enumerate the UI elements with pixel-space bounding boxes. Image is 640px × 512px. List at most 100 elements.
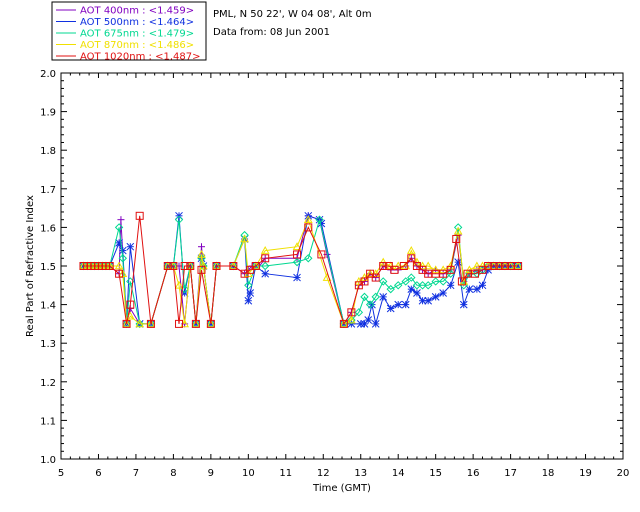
legend-box <box>51 1 207 61</box>
data-point <box>423 261 433 270</box>
data-point <box>114 261 124 270</box>
data-point <box>122 319 131 328</box>
legend-item: AOT 870nm : <1.486> <box>56 40 194 51</box>
data-point <box>115 269 124 278</box>
y-tick-label: 1.7 <box>40 185 56 196</box>
x-tick-label: 13 <box>354 468 367 479</box>
data-point <box>198 243 205 251</box>
data-point <box>175 319 184 328</box>
data-point <box>163 262 172 270</box>
data-point <box>356 320 365 328</box>
data-point <box>401 277 410 286</box>
legend-item: AOT 400nm : <1.459> <box>56 6 194 17</box>
series-2 <box>79 211 522 328</box>
data-point <box>251 261 261 270</box>
data-point <box>122 319 131 328</box>
data-point <box>180 262 189 270</box>
data-point <box>174 280 184 289</box>
data-point <box>260 261 270 271</box>
data-point <box>413 289 421 297</box>
x-tick-label: 18 <box>542 468 555 479</box>
data-point <box>371 273 380 282</box>
data-point <box>240 230 249 240</box>
data-point <box>169 262 178 270</box>
data-point <box>431 277 440 286</box>
data-point <box>424 296 433 305</box>
x-tick-label: 15 <box>429 468 442 479</box>
y-tick-label: 1.6 <box>40 223 56 234</box>
data-point <box>446 281 455 290</box>
data-point <box>495 262 504 270</box>
data-point <box>240 234 249 243</box>
data-point <box>365 300 375 309</box>
x-tick-label: 10 <box>242 468 255 479</box>
data-point <box>197 265 206 274</box>
data-point <box>261 254 270 263</box>
data-point <box>446 269 455 278</box>
series-line <box>83 218 519 326</box>
data-point <box>304 254 313 263</box>
data-point <box>135 319 145 328</box>
data-point <box>438 265 448 274</box>
data-point <box>105 262 114 270</box>
y-tick-label: 2.0 <box>40 69 56 80</box>
series-5 <box>79 211 523 328</box>
data-point <box>465 285 474 294</box>
data-point <box>407 285 416 294</box>
site-header: PML, N 50 22', W 04 08', Alt 0m <box>213 9 372 20</box>
data-point <box>423 281 433 290</box>
data-point <box>117 216 125 224</box>
data-point <box>457 277 466 286</box>
data-point <box>135 211 144 220</box>
y-tick-label: 1.8 <box>40 146 56 157</box>
data-point <box>304 223 313 232</box>
data-point <box>354 308 364 317</box>
y-tick-label: 1.3 <box>40 339 56 350</box>
data-point <box>500 262 509 270</box>
data-point <box>260 246 270 254</box>
data-point <box>401 300 410 309</box>
x-tick-label: 14 <box>392 468 405 479</box>
x-axis-label: Time (GMT) <box>312 483 371 494</box>
data-point <box>244 281 253 290</box>
data-point <box>379 293 388 301</box>
data-point <box>146 319 156 328</box>
y-tick-label: 1.2 <box>40 378 56 389</box>
data-point <box>365 269 375 278</box>
data-point <box>126 300 135 309</box>
data-point <box>439 289 448 297</box>
legend-label: AOT 870nm : <1.486> <box>80 40 194 51</box>
x-tick-label: 7 <box>133 468 139 479</box>
data-point <box>292 242 302 250</box>
x-tick-label: 12 <box>317 468 330 479</box>
data-point <box>371 320 380 328</box>
x-tick-label: 6 <box>95 468 101 479</box>
legend: AOT 400nm : <1.459>AOT 500nm : <1.464> AO… <box>51 1 207 63</box>
data-point <box>347 315 356 324</box>
data-point <box>118 254 128 263</box>
x-tick-label: 9 <box>208 468 214 479</box>
data-point <box>317 250 326 259</box>
data-point <box>386 284 395 294</box>
y-tick-label: 1.9 <box>40 108 56 119</box>
data-point <box>360 292 369 302</box>
data-point <box>261 269 270 278</box>
data-point <box>315 215 324 224</box>
data-point <box>472 261 482 270</box>
data-point <box>386 304 395 313</box>
x-tick-label: 16 <box>467 468 480 479</box>
data-point <box>303 215 313 223</box>
x-tick-label: 11 <box>279 468 292 479</box>
legend-label: AOT 1020nm : <1.487> <box>80 52 200 63</box>
data-point <box>412 281 422 290</box>
legend-label: AOT 500nm : <1.464> <box>80 17 194 28</box>
data-point <box>379 262 388 270</box>
data-point <box>174 215 184 224</box>
data-point <box>371 292 380 302</box>
data-point <box>293 250 302 259</box>
x-tick-label: 8 <box>170 468 176 479</box>
data-point <box>399 262 408 270</box>
data-point <box>364 316 373 324</box>
data-point <box>126 242 135 251</box>
